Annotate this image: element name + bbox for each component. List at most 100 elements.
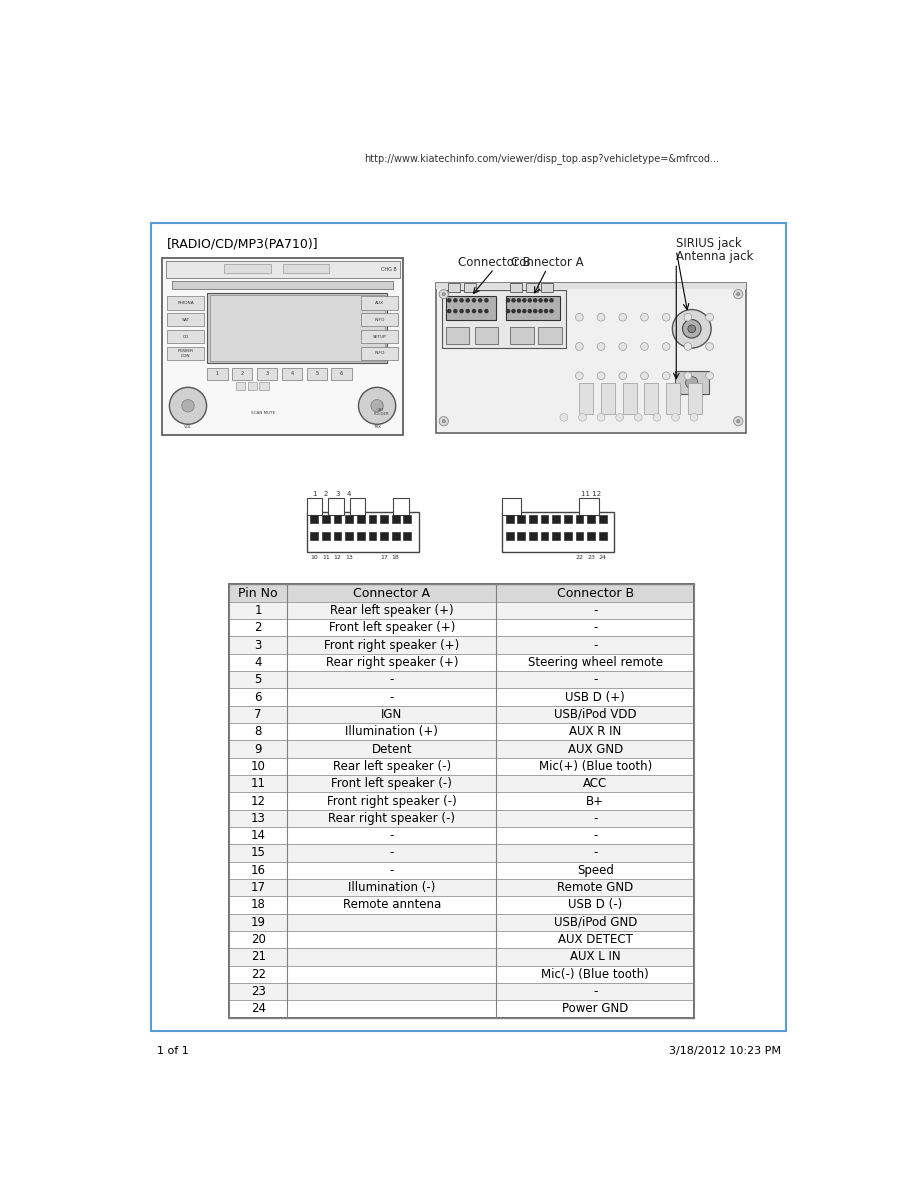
Bar <box>229 775 694 792</box>
Text: 1 of 1: 1 of 1 <box>157 1046 188 1056</box>
Bar <box>229 584 694 1018</box>
Bar <box>331 368 351 379</box>
Text: 4: 4 <box>347 491 351 497</box>
Text: AUX R IN: AUX R IN <box>569 725 621 738</box>
Circle shape <box>442 293 446 295</box>
Bar <box>229 671 694 689</box>
Bar <box>229 584 694 1018</box>
Text: 14: 14 <box>251 829 265 842</box>
Bar <box>166 262 400 278</box>
Text: AUX DETECT: AUX DETECT <box>558 934 632 946</box>
Bar <box>501 512 614 552</box>
Text: ACC: ACC <box>583 778 608 790</box>
Text: 17: 17 <box>251 881 265 894</box>
Bar <box>361 330 398 343</box>
Text: -: - <box>390 673 394 686</box>
Circle shape <box>533 299 537 302</box>
Circle shape <box>460 299 463 302</box>
Bar <box>167 313 204 326</box>
Circle shape <box>576 372 583 379</box>
Text: 10: 10 <box>310 556 318 560</box>
Text: -: - <box>593 985 597 998</box>
Text: Steering wheel remote: Steering wheel remote <box>528 656 662 668</box>
Bar <box>369 515 376 523</box>
Bar <box>307 512 419 552</box>
Circle shape <box>672 414 679 421</box>
Circle shape <box>734 289 743 299</box>
Bar <box>369 532 376 540</box>
Text: VOL: VOL <box>184 425 192 430</box>
Bar <box>553 515 560 523</box>
Circle shape <box>507 310 510 313</box>
Bar <box>229 845 694 862</box>
Circle shape <box>522 299 526 302</box>
Text: -: - <box>390 846 394 859</box>
Bar <box>307 368 327 379</box>
Bar <box>506 532 513 540</box>
Bar <box>579 383 593 414</box>
Bar <box>501 498 522 515</box>
Circle shape <box>528 310 532 313</box>
Bar <box>442 290 566 348</box>
Bar <box>229 706 694 724</box>
Bar <box>436 282 746 433</box>
Bar <box>448 282 460 292</box>
Circle shape <box>460 310 463 313</box>
Bar <box>587 532 595 540</box>
Text: 12: 12 <box>334 556 341 560</box>
Bar <box>644 383 659 414</box>
Circle shape <box>560 414 567 421</box>
Circle shape <box>653 414 661 421</box>
Text: 5: 5 <box>254 673 262 686</box>
Text: 1: 1 <box>254 604 262 617</box>
Bar <box>601 383 615 414</box>
Circle shape <box>673 310 711 348</box>
Text: 8: 8 <box>254 725 262 738</box>
Circle shape <box>684 372 692 379</box>
Text: -: - <box>390 690 394 703</box>
Bar <box>357 515 365 523</box>
Text: 5: 5 <box>315 371 318 377</box>
Bar <box>392 515 400 523</box>
Bar <box>587 515 595 523</box>
Circle shape <box>640 313 649 322</box>
Text: Rear right speaker (+): Rear right speaker (+) <box>326 656 458 668</box>
Bar <box>232 368 253 379</box>
Bar <box>172 281 393 289</box>
Text: 13: 13 <box>251 812 265 824</box>
Circle shape <box>544 310 547 313</box>
Circle shape <box>683 319 701 338</box>
Bar <box>447 328 469 344</box>
Text: CHG B: CHG B <box>381 268 396 272</box>
Circle shape <box>169 388 207 425</box>
Circle shape <box>685 377 698 389</box>
Text: Detent: Detent <box>371 743 412 756</box>
Bar <box>579 498 598 515</box>
Bar <box>404 515 411 523</box>
Circle shape <box>576 343 583 350</box>
Bar <box>167 347 204 360</box>
Bar <box>322 532 329 540</box>
Bar <box>436 282 746 289</box>
Text: SAT: SAT <box>181 318 189 322</box>
Text: Front left speaker (-): Front left speaker (-) <box>331 778 452 790</box>
Circle shape <box>705 343 714 350</box>
Bar <box>357 532 365 540</box>
Bar <box>361 313 398 326</box>
Text: 3: 3 <box>265 371 269 377</box>
Text: CD: CD <box>183 335 188 338</box>
Text: CAT
FOLDER: CAT FOLDER <box>373 408 389 416</box>
Text: 19: 19 <box>251 916 265 929</box>
Bar <box>361 347 398 360</box>
Text: 18: 18 <box>392 556 400 560</box>
Bar <box>229 636 694 654</box>
Bar <box>229 878 694 896</box>
Text: Front right speaker (+): Front right speaker (+) <box>324 638 459 652</box>
Text: Speed: Speed <box>576 864 614 877</box>
Bar <box>210 295 385 361</box>
Bar <box>259 382 269 390</box>
Text: INFO: INFO <box>374 352 384 355</box>
Bar <box>236 382 245 390</box>
Circle shape <box>640 372 649 379</box>
Bar <box>541 532 548 540</box>
